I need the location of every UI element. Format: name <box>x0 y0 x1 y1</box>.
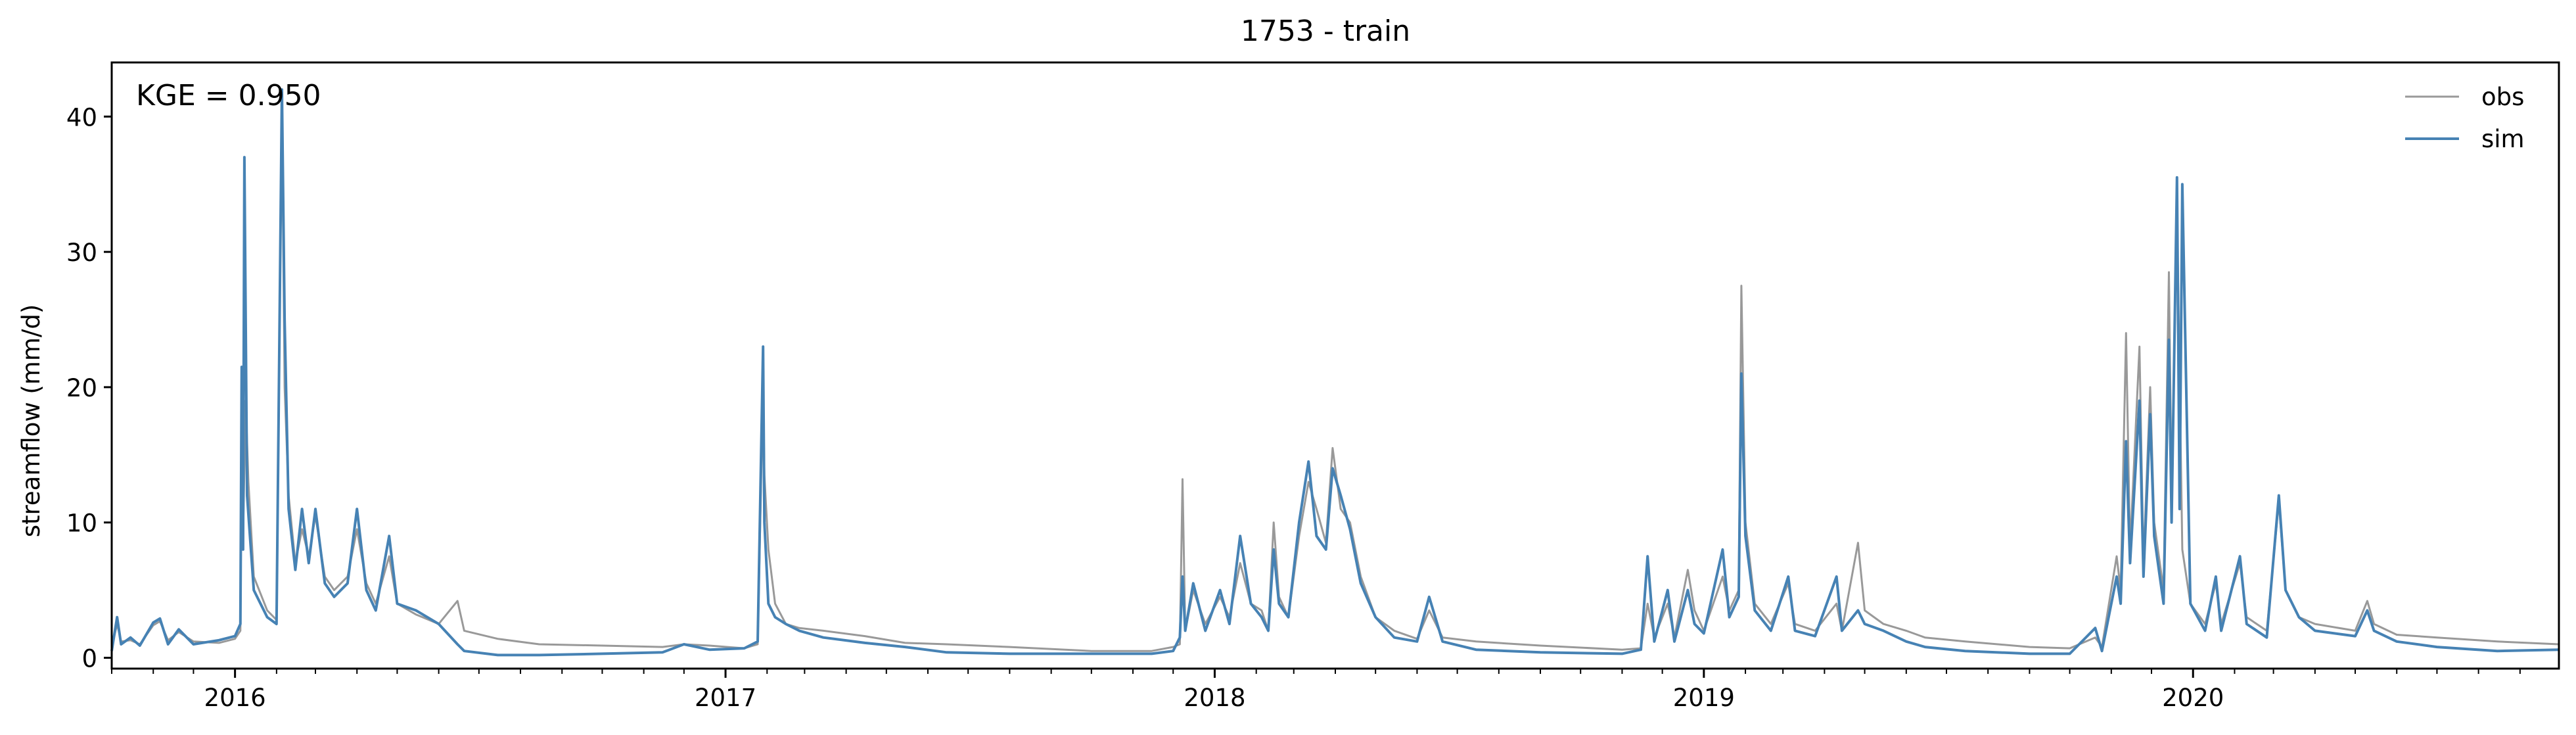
x-tick-label: 2017 <box>695 684 756 712</box>
axes: 0 10 20 30 40 2016 2017 2018 2019 2020 <box>66 103 2521 712</box>
y-tick-label: 20 <box>66 374 97 402</box>
y-tick-label: 30 <box>66 239 97 267</box>
plot-frame <box>110 61 2560 670</box>
plot-area <box>110 88 2560 657</box>
y-axis-label: streamflow (mm/d) <box>17 304 45 538</box>
legend: obs sim <box>2405 83 2525 153</box>
y-tick-label: 0 <box>81 645 97 673</box>
x-tick-label: 2020 <box>2162 684 2224 712</box>
series-line-sim <box>110 88 2560 657</box>
x-tick-label: 2019 <box>1673 684 1735 712</box>
chart-title: 1753 - train <box>1241 14 1410 48</box>
kge-annotation: KGE = 0.950 <box>136 79 321 112</box>
legend-label-obs: obs <box>2481 83 2524 111</box>
legend-label-sim: sim <box>2481 125 2525 153</box>
x-tick-label: 2016 <box>204 684 266 712</box>
y-tick-label: 40 <box>66 103 97 131</box>
y-tick-label: 10 <box>66 510 97 538</box>
x-tick-label: 2018 <box>1184 684 1245 712</box>
